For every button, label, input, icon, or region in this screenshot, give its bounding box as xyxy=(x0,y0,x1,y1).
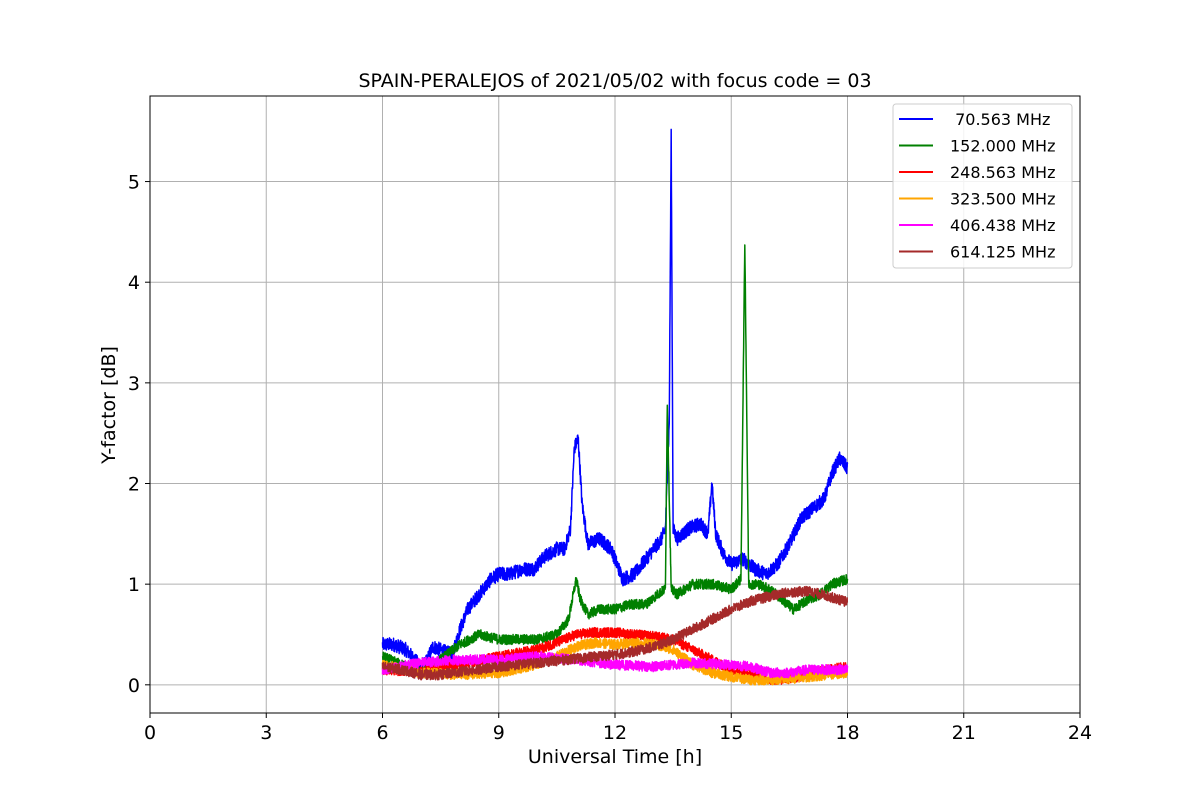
y-tick-label: 2 xyxy=(128,474,140,496)
series-line-1 xyxy=(381,244,849,678)
y-axis-label: Y-factor [dB] xyxy=(98,346,120,465)
legend-entry: 70.563 MHz xyxy=(950,110,1050,129)
series-layer xyxy=(381,128,849,686)
legend: 70.563 MHz 152.000 MHz 248.563 MHz 323.500 … xyxy=(892,103,1073,269)
series-line-0 xyxy=(381,128,849,672)
legend-entry: 406.438 MHz xyxy=(950,216,1055,235)
x-tick-label: 12 xyxy=(603,722,627,744)
x-tick-label: 21 xyxy=(952,722,976,744)
legend-box xyxy=(892,103,1073,269)
x-axis: 0 3 6 9 12 15 18 21 24 xyxy=(144,713,1092,744)
x-tick-label: 6 xyxy=(376,722,388,744)
chart-title: SPAIN-PERALEJOS of 2021/05/02 with focus… xyxy=(358,70,871,92)
y-tick-label: 4 xyxy=(128,272,140,294)
legend-entry: 323.500 MHz xyxy=(950,190,1055,209)
y-tick-label: 5 xyxy=(128,172,140,194)
x-tick-label: 18 xyxy=(835,722,859,744)
y-tick-label: 3 xyxy=(128,373,140,395)
x-tick-label: 0 xyxy=(144,722,156,744)
legend-entry: 248.563 MHz xyxy=(950,163,1055,182)
series-line-4 xyxy=(381,651,849,679)
x-tick-label: 3 xyxy=(260,722,272,744)
x-tick-label: 24 xyxy=(1068,722,1092,744)
legend-entry: 614.125 MHz xyxy=(950,243,1055,262)
series-line-5 xyxy=(381,585,849,681)
legend-entry: 152.000 MHz xyxy=(950,137,1055,156)
x-tick-label: 9 xyxy=(493,722,505,744)
y-axis: 0 1 2 3 4 5 xyxy=(128,172,150,697)
y-tick-label: 1 xyxy=(128,574,140,596)
y-tick-label: 0 xyxy=(128,675,140,697)
x-tick-label: 15 xyxy=(719,722,743,744)
x-axis-label: Universal Time [h] xyxy=(528,746,702,768)
